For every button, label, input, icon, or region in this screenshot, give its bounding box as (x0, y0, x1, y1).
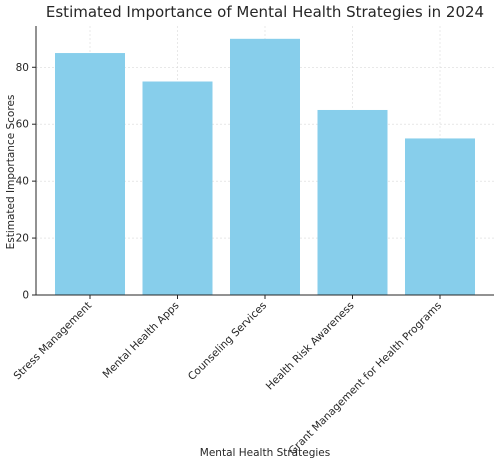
y-tick-label: 60 (16, 119, 29, 131)
bar (317, 109, 388, 295)
bars (55, 38, 475, 296)
chart-title: Estimated Importance of Mental Health St… (46, 3, 484, 21)
y-tick-label: 20 (16, 233, 29, 245)
bar (142, 81, 213, 295)
x-tick-label: Grant Management for Health Programs (287, 300, 445, 458)
bar (405, 138, 475, 295)
x-tick-label: Counseling Services (186, 300, 269, 383)
x-tick-label: Health Risk Awareness (264, 300, 357, 393)
labels: Estimated Importance of Mental Health St… (5, 3, 484, 459)
y-tick-label: 40 (16, 176, 29, 188)
y-axis-label: Estimated Importance Scores (5, 95, 17, 250)
x-tick-label: Mental Health Apps (100, 300, 181, 381)
x-axis-label: Mental Health Strategies (200, 447, 330, 459)
y-tick-label: 80 (16, 62, 29, 74)
y-tick-label: 0 (22, 290, 29, 302)
x-tick-label: Stress Management (12, 300, 95, 383)
bar (230, 38, 300, 296)
bar (55, 53, 125, 295)
